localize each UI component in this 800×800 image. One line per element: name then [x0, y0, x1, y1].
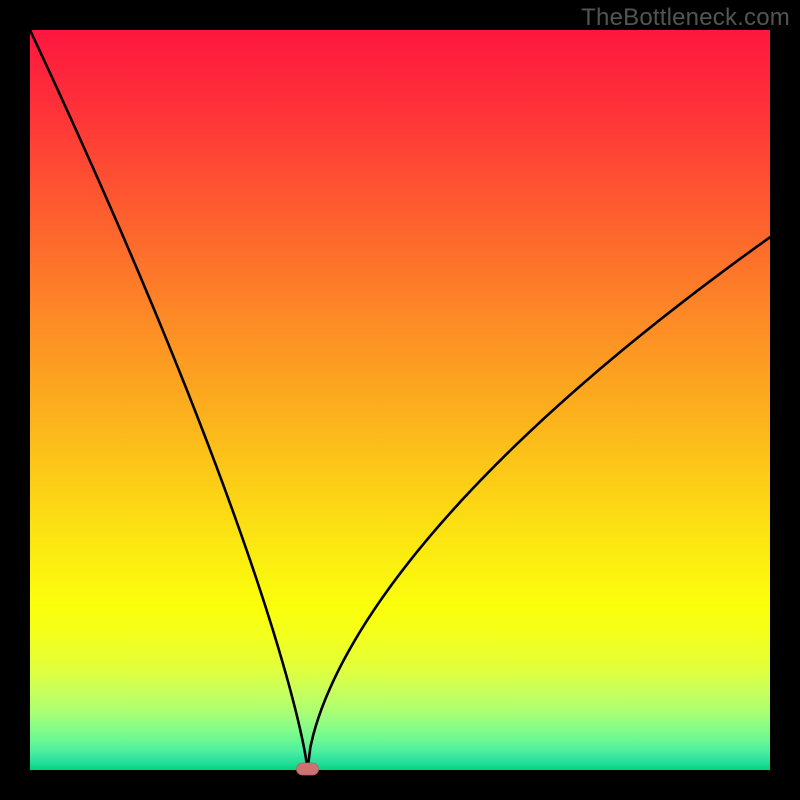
chart-frame: TheBottleneck.com — [0, 0, 800, 800]
plot-background — [30, 30, 770, 770]
bottleneck-chart — [0, 0, 800, 800]
optimum-marker — [297, 763, 319, 775]
